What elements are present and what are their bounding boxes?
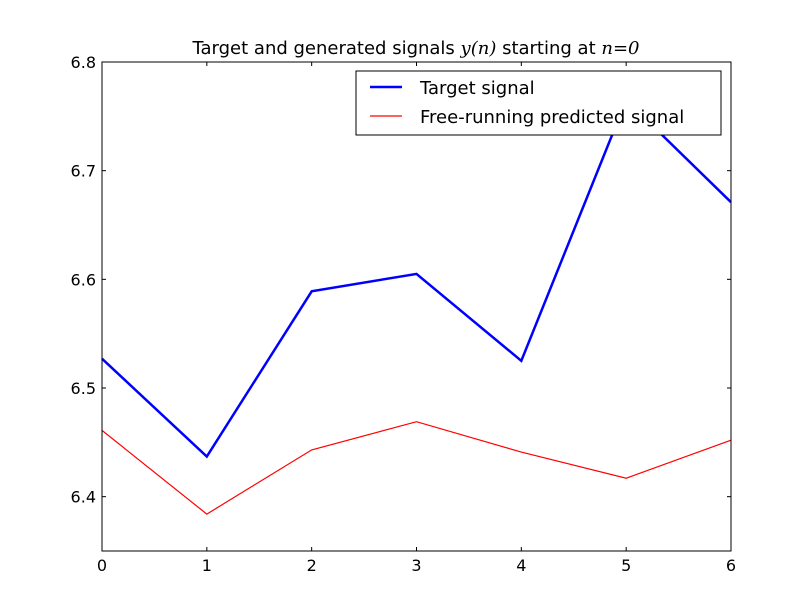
x-tick-label: 4 — [516, 556, 526, 575]
x-tick-label: 6 — [726, 556, 736, 575]
x-tick-label: 0 — [97, 556, 107, 575]
plot-area — [101, 97, 732, 515]
legend-label-target: Target signal — [419, 78, 535, 99]
title-math-y: y(n) — [460, 38, 497, 59]
title-prefix: Target and generated signals — [192, 38, 461, 59]
x-tick-label: 5 — [621, 556, 631, 575]
x-tick-label: 2 — [307, 556, 317, 575]
series-line-predicted — [101, 421, 732, 515]
y-tick-label: 6.7 — [71, 162, 96, 181]
y-tick-label: 6.8 — [71, 53, 96, 72]
legend: Target signal Free-running predicted sig… — [355, 70, 722, 136]
title-math-n: n=0 — [601, 38, 639, 59]
x-tick-label: 1 — [202, 556, 212, 575]
chart-title: Target and generated signals y(n) starti… — [192, 38, 640, 59]
x-axis: 0 1 2 3 4 5 6 — [97, 62, 736, 575]
title-middle: starting at — [496, 38, 601, 59]
y-tick-label: 6.4 — [71, 488, 96, 507]
x-tick-label: 3 — [411, 556, 421, 575]
legend-label-predicted: Free-running predicted signal — [420, 107, 684, 128]
y-tick-label: 6.5 — [71, 379, 96, 398]
y-axis: 6.4 6.5 6.6 6.7 6.8 — [71, 53, 731, 507]
series-line-target — [101, 97, 732, 459]
legend-box — [355, 70, 722, 136]
y-tick-label: 6.6 — [71, 270, 96, 289]
